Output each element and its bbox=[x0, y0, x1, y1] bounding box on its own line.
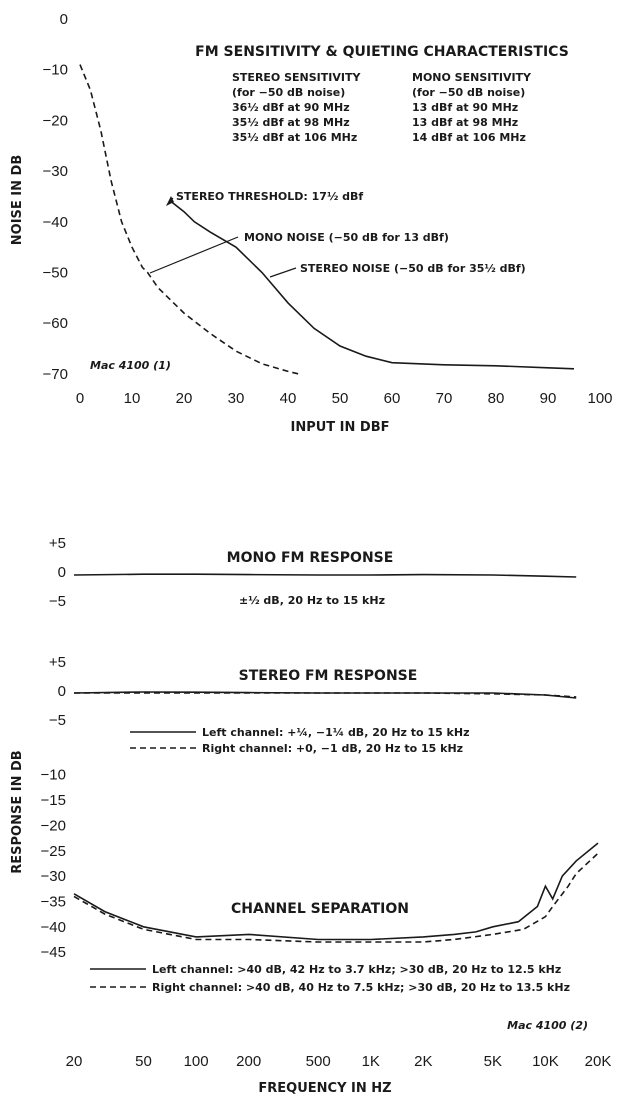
stereo-legend-right: Right channel: +0, −1 dB, 20 Hz to 15 kH… bbox=[202, 742, 463, 755]
stereo-response-title: STEREO FM RESPONSE bbox=[239, 668, 418, 684]
separation-y-ticks: −10 −15 −20 −25 −30 −35 −40 −45 bbox=[41, 767, 66, 961]
y-tick-label: −5 bbox=[49, 712, 66, 729]
mono-sens-line: 13 dBf at 98 MHz bbox=[412, 116, 518, 129]
arrow-icon bbox=[166, 196, 174, 206]
mono-response-curve bbox=[73, 573, 577, 578]
mono-sens-sub: (for −50 dB noise) bbox=[412, 86, 525, 99]
frequency-x-label: FREQUENCY IN HZ bbox=[258, 1081, 391, 1096]
quieting-tag: Mac 4100 (1) bbox=[90, 359, 171, 372]
x-tick-label: 10K bbox=[532, 1053, 559, 1070]
y-tick-label: −10 bbox=[41, 767, 66, 784]
separation-tag: Mac 4100 (2) bbox=[507, 1019, 588, 1032]
y-tick-label: −5 bbox=[49, 593, 66, 610]
y-tick-label: −70 bbox=[43, 366, 68, 383]
y-tick-label: +5 bbox=[49, 654, 66, 671]
x-tick-label: 70 bbox=[436, 390, 453, 407]
y-tick-label: +5 bbox=[49, 535, 66, 552]
y-tick-label: 0 bbox=[60, 11, 68, 28]
y-tick-label: 0 bbox=[58, 683, 66, 700]
separation-title: CHANNEL SEPARATION bbox=[231, 901, 409, 917]
quieting-y-label: NOISE IN DB bbox=[10, 155, 25, 245]
separation-left-curve bbox=[73, 842, 599, 941]
x-tick-label: 40 bbox=[280, 390, 297, 407]
x-tick-label: 90 bbox=[540, 390, 557, 407]
x-tick-label: 0 bbox=[76, 390, 84, 407]
y-tick-label: −45 bbox=[41, 944, 66, 961]
mono-response-note: ±½ dB, 20 Hz to 15 kHz bbox=[239, 594, 385, 607]
quieting-x-ticks: 0 10 20 30 40 50 60 70 80 90 100 bbox=[76, 390, 613, 407]
x-tick-label: 200 bbox=[236, 1053, 261, 1070]
response-chart: MONO FM RESPONSE +5 0 −5 ±½ dB, 20 Hz to 1… bbox=[10, 535, 611, 1096]
y-tick-label: 0 bbox=[58, 564, 66, 581]
quieting-chart: FM SENSITIVITY & QUIETING CHARACTERISTIC… bbox=[10, 11, 613, 435]
x-tick-label: 100 bbox=[587, 390, 612, 407]
quieting-x-label: INPUT IN DBF bbox=[290, 420, 389, 435]
mono-noise-label: MONO NOISE (−50 dB for 13 dBf) bbox=[244, 231, 449, 244]
separation-legend-right: Right channel: >40 dB, 40 Hz to 7.5 kHz;… bbox=[152, 981, 570, 994]
x-tick-label: 20 bbox=[176, 390, 193, 407]
stereo-sens-heading: STEREO SENSITIVITY bbox=[232, 71, 361, 84]
stereo-sens-sub: (for −50 dB noise) bbox=[232, 86, 345, 99]
stereo-sens-line: 35½ dBf at 98 MHz bbox=[232, 116, 350, 129]
stereo-threshold-label: STEREO THRESHOLD: 17½ dBf bbox=[176, 190, 363, 203]
y-tick-label: −10 bbox=[43, 62, 68, 79]
x-tick-label: 1K bbox=[362, 1053, 380, 1070]
stereo-noise-curve bbox=[170, 200, 575, 370]
y-tick-label: −40 bbox=[41, 919, 66, 936]
x-tick-label: 20K bbox=[585, 1053, 612, 1070]
stereo-right-curve bbox=[74, 692, 577, 698]
mono-noise-leader bbox=[149, 236, 239, 274]
x-tick-label: 2K bbox=[414, 1053, 432, 1070]
x-tick-label: 20 bbox=[66, 1053, 83, 1070]
x-tick-label: 500 bbox=[306, 1053, 331, 1070]
stereo-sens-line: 35½ dBf at 106 MHz bbox=[232, 131, 357, 144]
y-tick-label: −15 bbox=[41, 792, 66, 809]
quieting-title: FM SENSITIVITY & QUIETING CHARACTERISTIC… bbox=[195, 44, 569, 60]
y-tick-label: −25 bbox=[41, 843, 66, 860]
stereo-noise-label: STEREO NOISE (−50 dB for 35½ dBf) bbox=[300, 262, 526, 275]
mono-y-ticks: +5 0 −5 bbox=[49, 535, 66, 610]
y-tick-label: −40 bbox=[43, 214, 68, 231]
y-tick-label: −35 bbox=[41, 893, 66, 910]
separation-legend-left: Left channel: >40 dB, 42 Hz to 3.7 kHz; … bbox=[152, 963, 561, 976]
x-tick-label: 50 bbox=[135, 1053, 152, 1070]
x-tick-label: 30 bbox=[228, 390, 245, 407]
quieting-y-ticks: 0 −10 −20 −30 −40 −50 −60 −70 bbox=[43, 11, 68, 383]
mono-noise-curve bbox=[79, 64, 299, 375]
y-tick-label: −50 bbox=[43, 265, 68, 282]
y-tick-label: −30 bbox=[41, 868, 66, 885]
x-tick-label: 80 bbox=[488, 390, 505, 407]
stereo-legend-left: Left channel: +¼, −1¼ dB, 20 Hz to 15 kH… bbox=[202, 726, 470, 739]
mono-sens-heading: MONO SENSITIVITY bbox=[412, 71, 532, 84]
y-tick-label: −60 bbox=[43, 315, 68, 332]
x-tick-label: 60 bbox=[384, 390, 401, 407]
x-tick-label: 10 bbox=[124, 390, 141, 407]
response-y-label: RESPONSE IN DB bbox=[10, 750, 25, 873]
mono-sens-line: 14 dBf at 106 MHz bbox=[412, 131, 526, 144]
separation-right-curve bbox=[73, 852, 599, 943]
x-tick-label: 5K bbox=[484, 1053, 502, 1070]
stereo-y-ticks: +5 0 −5 bbox=[49, 654, 66, 729]
stereo-sens-line: 36½ dBf at 90 MHz bbox=[232, 101, 350, 114]
stereo-noise-leader bbox=[269, 267, 297, 278]
x-tick-label: 50 bbox=[332, 390, 349, 407]
mono-sens-line: 13 dBf at 90 MHz bbox=[412, 101, 518, 114]
mono-response-title: MONO FM RESPONSE bbox=[227, 550, 394, 566]
y-tick-label: −30 bbox=[43, 163, 68, 180]
y-tick-label: −20 bbox=[41, 817, 66, 834]
y-tick-label: −20 bbox=[43, 112, 68, 129]
frequency-x-ticks: 20 50 100 200 500 1K 2K 5K 10K 20K bbox=[66, 1053, 612, 1070]
x-tick-label: 100 bbox=[184, 1053, 209, 1070]
